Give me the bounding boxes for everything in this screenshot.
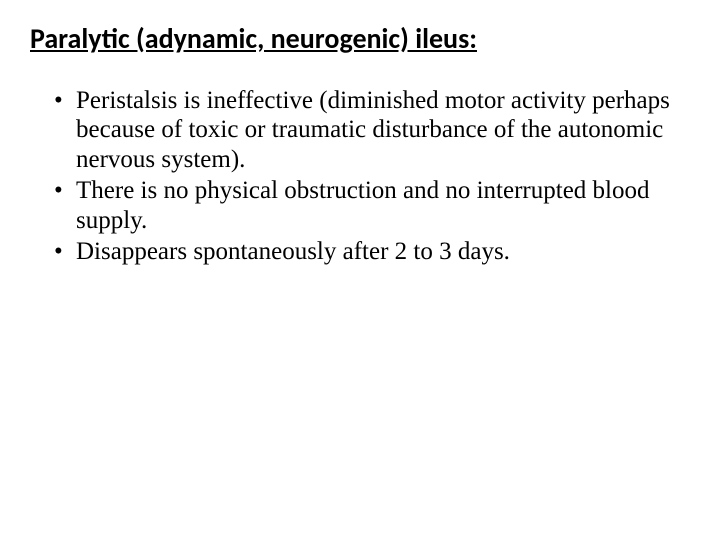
slide: Paralytic (adynamic, neurogenic) ileus: … xyxy=(0,0,720,540)
list-item: There is no physical obstruction and no … xyxy=(54,176,680,235)
bullet-list: Peristalsis is ineffective (diminished m… xyxy=(30,86,690,267)
list-item: Peristalsis is ineffective (diminished m… xyxy=(54,86,680,175)
slide-title: Paralytic (adynamic, neurogenic) ileus: xyxy=(30,22,690,56)
list-item: Disappears spontaneously after 2 to 3 da… xyxy=(54,237,680,267)
